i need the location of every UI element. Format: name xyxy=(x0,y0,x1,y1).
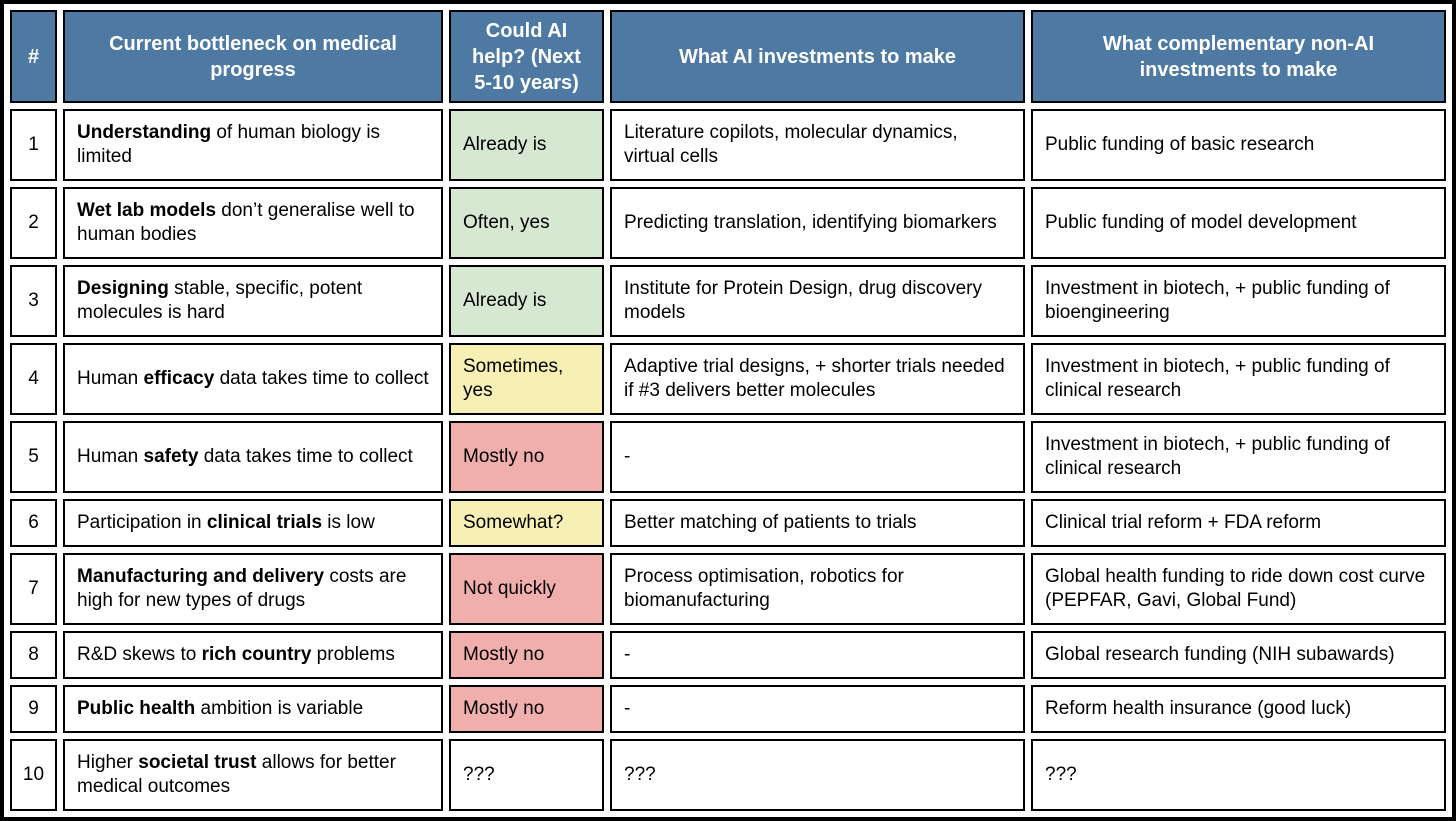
ai-help-status-cell: ??? xyxy=(449,739,604,811)
bottleneck-cell: Higher societal trust allows for better … xyxy=(63,739,443,811)
bottleneck-cell: R&D skews to rich country problems xyxy=(63,631,443,679)
non-ai-investments-cell: Global research funding (NIH subawards) xyxy=(1031,631,1446,679)
col-header-bottleneck: Current bottleneck on medical progress xyxy=(63,10,443,103)
bottleneck-text: ambition is variable xyxy=(195,698,364,720)
bottleneck-text: problems xyxy=(311,644,395,666)
ai-investments-cell: Literature copilots, molecular dynamics,… xyxy=(610,109,1025,181)
bottleneck-cell: Participation in clinical trials is low xyxy=(63,499,443,547)
ai-help-status-cell: Mostly no xyxy=(449,631,604,679)
ai-help-status-cell: Somewhat? xyxy=(449,499,604,547)
ai-investments-cell: - xyxy=(610,421,1025,493)
bottleneck-keyword: clinical trials xyxy=(206,512,323,534)
bottleneck-text: data takes time to collect xyxy=(214,368,429,390)
ai-investments-cell: Adaptive trial designs, + shorter trials… xyxy=(610,343,1025,415)
bottleneck-text: is low xyxy=(322,512,375,534)
ai-help-status-cell: Mostly no xyxy=(449,421,604,493)
non-ai-investments-cell: ??? xyxy=(1031,739,1446,811)
bottleneck-keyword: rich country xyxy=(201,644,312,666)
bottleneck-text: data takes time to collect xyxy=(198,446,413,468)
bottleneck-text: Participation in xyxy=(77,512,207,534)
row-number-cell: 10 xyxy=(10,739,57,811)
col-header-ai-investments-label: What AI investments to make xyxy=(678,45,957,68)
bottleneck-cell: Wet lab models don’t generalise well to … xyxy=(63,187,443,259)
row-number-cell: 3 xyxy=(10,265,57,337)
non-ai-investments-cell: Public funding of basic research xyxy=(1031,109,1446,181)
row-number-cell: 4 xyxy=(10,343,57,415)
row-number-cell: 7 xyxy=(10,553,57,625)
non-ai-investments-cell: Investment in biotech, + public funding … xyxy=(1031,265,1446,337)
bottleneck-keyword: efficacy xyxy=(143,368,215,390)
ai-investments-cell: Predicting translation, identifying biom… xyxy=(610,187,1025,259)
bottleneck-cell: Manufacturing and delivery costs are hig… xyxy=(63,553,443,625)
bottleneck-text: allows for better medical outcomes xyxy=(77,752,396,797)
bottleneck-text: don’t generalise well to human bodies xyxy=(77,200,415,245)
row-number-cell: 5 xyxy=(10,421,57,493)
bottleneck-text: stable, specific, potent molecules is ha… xyxy=(77,278,363,323)
ai-help-status-cell: Already is xyxy=(449,265,604,337)
non-ai-investments-cell: Global health funding to ride down cost … xyxy=(1031,553,1446,625)
bottleneck-text: Higher xyxy=(77,752,139,774)
bottleneck-text: Human xyxy=(77,446,144,468)
col-header-non-ai-investments: What complementary non-AI investments to… xyxy=(1031,10,1446,103)
ai-help-status-cell: Mostly no xyxy=(449,685,604,733)
non-ai-investments-cell: Public funding of model development xyxy=(1031,187,1446,259)
col-header-number: # xyxy=(10,10,57,103)
bottleneck-cell: Human efficacy data takes time to collec… xyxy=(63,343,443,415)
col-header-could-ai-help: Could AI help? (Next 5-10 years) xyxy=(449,10,604,103)
bottleneck-keyword: Manufacturing and delivery xyxy=(77,566,325,588)
col-header-number-label: # xyxy=(27,45,40,68)
col-header-ai-investments: What AI investments to make xyxy=(610,10,1025,103)
bottleneck-cell: Human safety data takes time to collect xyxy=(63,421,443,493)
bottleneck-keyword: Understanding xyxy=(77,122,212,144)
ai-investments-cell: Process optimisation, robotics for bioma… xyxy=(610,553,1025,625)
row-number-cell: 6 xyxy=(10,499,57,547)
col-header-non-ai-investments-label: What complementary non-AI investments to… xyxy=(1102,32,1375,81)
ai-investments-cell: - xyxy=(610,685,1025,733)
col-header-bottleneck-label: Current bottleneck on medical progress xyxy=(109,32,397,81)
row-number-cell: 2 xyxy=(10,187,57,259)
bottleneck-text: of human biology is limited xyxy=(77,122,381,167)
bottleneck-cell: Designing stable, specific, potent molec… xyxy=(63,265,443,337)
bottleneck-text: Human xyxy=(77,368,144,390)
row-number-cell: 9 xyxy=(10,685,57,733)
row-number-cell: 8 xyxy=(10,631,57,679)
bottleneck-cell: Public health ambition is variable xyxy=(63,685,443,733)
col-header-could-ai-help-label: Could AI help? (Next 5-10 years) xyxy=(472,19,581,94)
ai-investments-cell: Institute for Protein Design, drug disco… xyxy=(610,265,1025,337)
ai-help-status-cell: Not quickly xyxy=(449,553,604,625)
bottleneck-keyword: societal trust xyxy=(138,752,257,774)
bottleneck-text: R&D skews to xyxy=(77,644,202,666)
ai-investments-cell: - xyxy=(610,631,1025,679)
ai-investments-cell: Better matching of patients to trials xyxy=(610,499,1025,547)
bottleneck-keyword: Designing xyxy=(77,278,169,300)
bottleneck-keyword: Public health xyxy=(77,698,196,720)
bottleneck-cell: Understanding of human biology is limite… xyxy=(63,109,443,181)
ai-investments-cell: ??? xyxy=(610,739,1025,811)
ai-help-status-cell: Sometimes, yes xyxy=(449,343,604,415)
ai-help-status-cell: Already is xyxy=(449,109,604,181)
bottleneck-keyword: safety xyxy=(143,446,199,468)
bottleneck-keyword: Wet lab models xyxy=(77,200,217,222)
non-ai-investments-cell: Reform health insurance (good luck) xyxy=(1031,685,1446,733)
non-ai-investments-cell: Investment in biotech, + public funding … xyxy=(1031,343,1446,415)
row-number-cell: 1 xyxy=(10,109,57,181)
bottleneck-text: costs are high for new types of drugs xyxy=(77,566,407,611)
ai-help-status-cell: Often, yes xyxy=(449,187,604,259)
non-ai-investments-cell: Investment in biotech, + public funding … xyxy=(1031,421,1446,493)
non-ai-investments-cell: Clinical trial reform + FDA reform xyxy=(1031,499,1446,547)
table: # Current bottleneck on medical progress… xyxy=(10,10,1446,811)
